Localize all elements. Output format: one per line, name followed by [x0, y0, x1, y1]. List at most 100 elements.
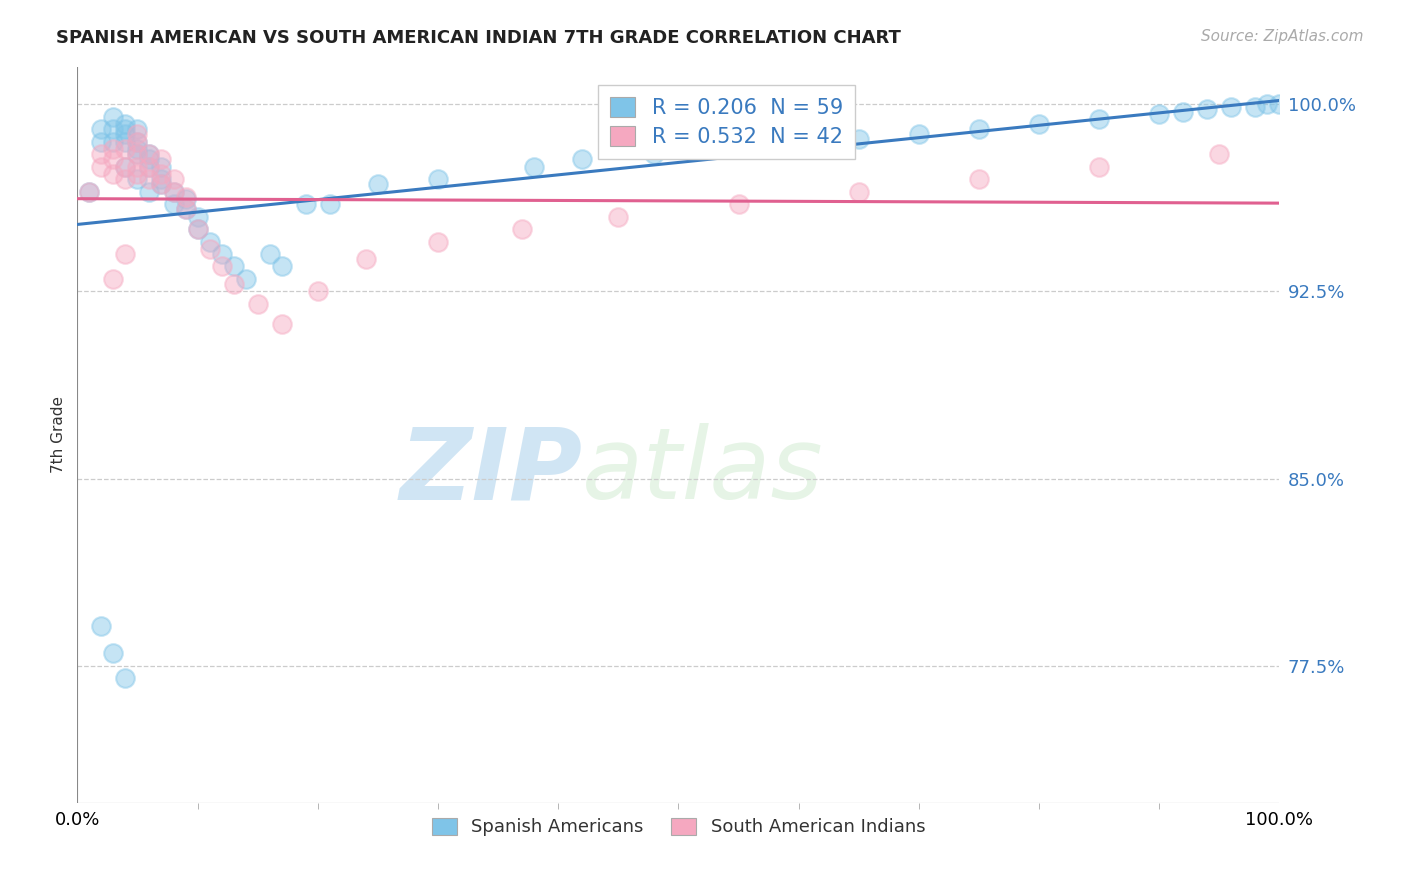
Point — [127, 147, 149, 161]
Point — [127, 160, 149, 174]
Point — [186, 222, 209, 236]
Point — [1256, 97, 1278, 112]
Point — [103, 122, 125, 136]
Text: SPANISH AMERICAN VS SOUTH AMERICAN INDIAN 7TH GRADE CORRELATION CHART: SPANISH AMERICAN VS SOUTH AMERICAN INDIA… — [56, 29, 901, 47]
Point — [138, 172, 160, 186]
Point — [162, 172, 184, 186]
Point — [1197, 103, 1219, 117]
Point — [138, 160, 160, 174]
Point — [198, 242, 221, 256]
Point — [103, 135, 125, 149]
Legend: Spanish Americans, South American Indians: Spanish Americans, South American Indian… — [419, 805, 938, 849]
Point — [198, 235, 221, 249]
Point — [571, 152, 593, 166]
Point — [211, 260, 233, 274]
Point — [90, 160, 112, 174]
Point — [270, 260, 292, 274]
Point — [127, 142, 149, 156]
Point — [127, 172, 149, 186]
Point — [150, 160, 173, 174]
Point — [607, 210, 630, 224]
Point — [127, 167, 149, 181]
Point — [127, 122, 149, 136]
Point — [967, 172, 990, 186]
Point — [222, 260, 245, 274]
Point — [162, 185, 184, 199]
Point — [90, 135, 112, 149]
Point — [103, 167, 125, 181]
Point — [150, 167, 173, 181]
Point — [246, 297, 269, 311]
Text: ZIP: ZIP — [399, 423, 582, 520]
Point — [259, 247, 281, 261]
Point — [186, 210, 209, 224]
Point — [1088, 112, 1111, 127]
Point — [114, 122, 136, 136]
Point — [307, 285, 329, 299]
Point — [222, 277, 245, 291]
Point — [114, 135, 136, 149]
Point — [1173, 104, 1195, 119]
Point — [727, 142, 749, 156]
Point — [510, 222, 533, 236]
Point — [1088, 160, 1111, 174]
Point — [114, 128, 136, 142]
Point — [150, 172, 173, 186]
Point — [150, 177, 173, 191]
Point — [138, 152, 160, 166]
Point — [127, 135, 149, 149]
Point — [174, 192, 197, 206]
Point — [643, 147, 665, 161]
Point — [1244, 100, 1267, 114]
Point — [103, 110, 125, 124]
Point — [103, 646, 125, 660]
Point — [270, 317, 292, 331]
Point — [319, 197, 342, 211]
Text: atlas: atlas — [582, 423, 824, 520]
Point — [1149, 107, 1171, 121]
Point — [848, 185, 870, 199]
Point — [90, 122, 112, 136]
Point — [727, 197, 749, 211]
Point — [103, 152, 125, 166]
Point — [967, 122, 990, 136]
Point — [162, 185, 184, 199]
Point — [1220, 100, 1243, 114]
Point — [90, 618, 112, 632]
Point — [114, 160, 136, 174]
Point — [427, 172, 450, 186]
Point — [235, 272, 257, 286]
Point — [103, 142, 125, 156]
Text: Source: ZipAtlas.com: Source: ZipAtlas.com — [1201, 29, 1364, 45]
Point — [138, 160, 160, 174]
Point — [79, 185, 101, 199]
Point — [127, 147, 149, 161]
Point — [848, 132, 870, 146]
Point — [150, 152, 173, 166]
Point — [174, 202, 197, 216]
Point — [114, 142, 136, 156]
Point — [1208, 147, 1230, 161]
Point — [523, 160, 546, 174]
Point — [114, 117, 136, 131]
Point — [79, 185, 101, 199]
Point — [908, 128, 931, 142]
Point — [138, 185, 160, 199]
Y-axis label: 7th Grade: 7th Grade — [51, 396, 66, 474]
Point — [90, 147, 112, 161]
Point — [103, 272, 125, 286]
Point — [138, 147, 160, 161]
Point — [787, 137, 810, 152]
Point — [114, 172, 136, 186]
Point — [127, 128, 149, 142]
Point — [114, 247, 136, 261]
Point — [211, 247, 233, 261]
Point — [127, 135, 149, 149]
Point — [1268, 97, 1291, 112]
Point — [174, 202, 197, 216]
Point — [354, 252, 377, 266]
Point — [1028, 117, 1050, 131]
Point — [150, 177, 173, 191]
Point — [294, 197, 316, 211]
Point — [162, 197, 184, 211]
